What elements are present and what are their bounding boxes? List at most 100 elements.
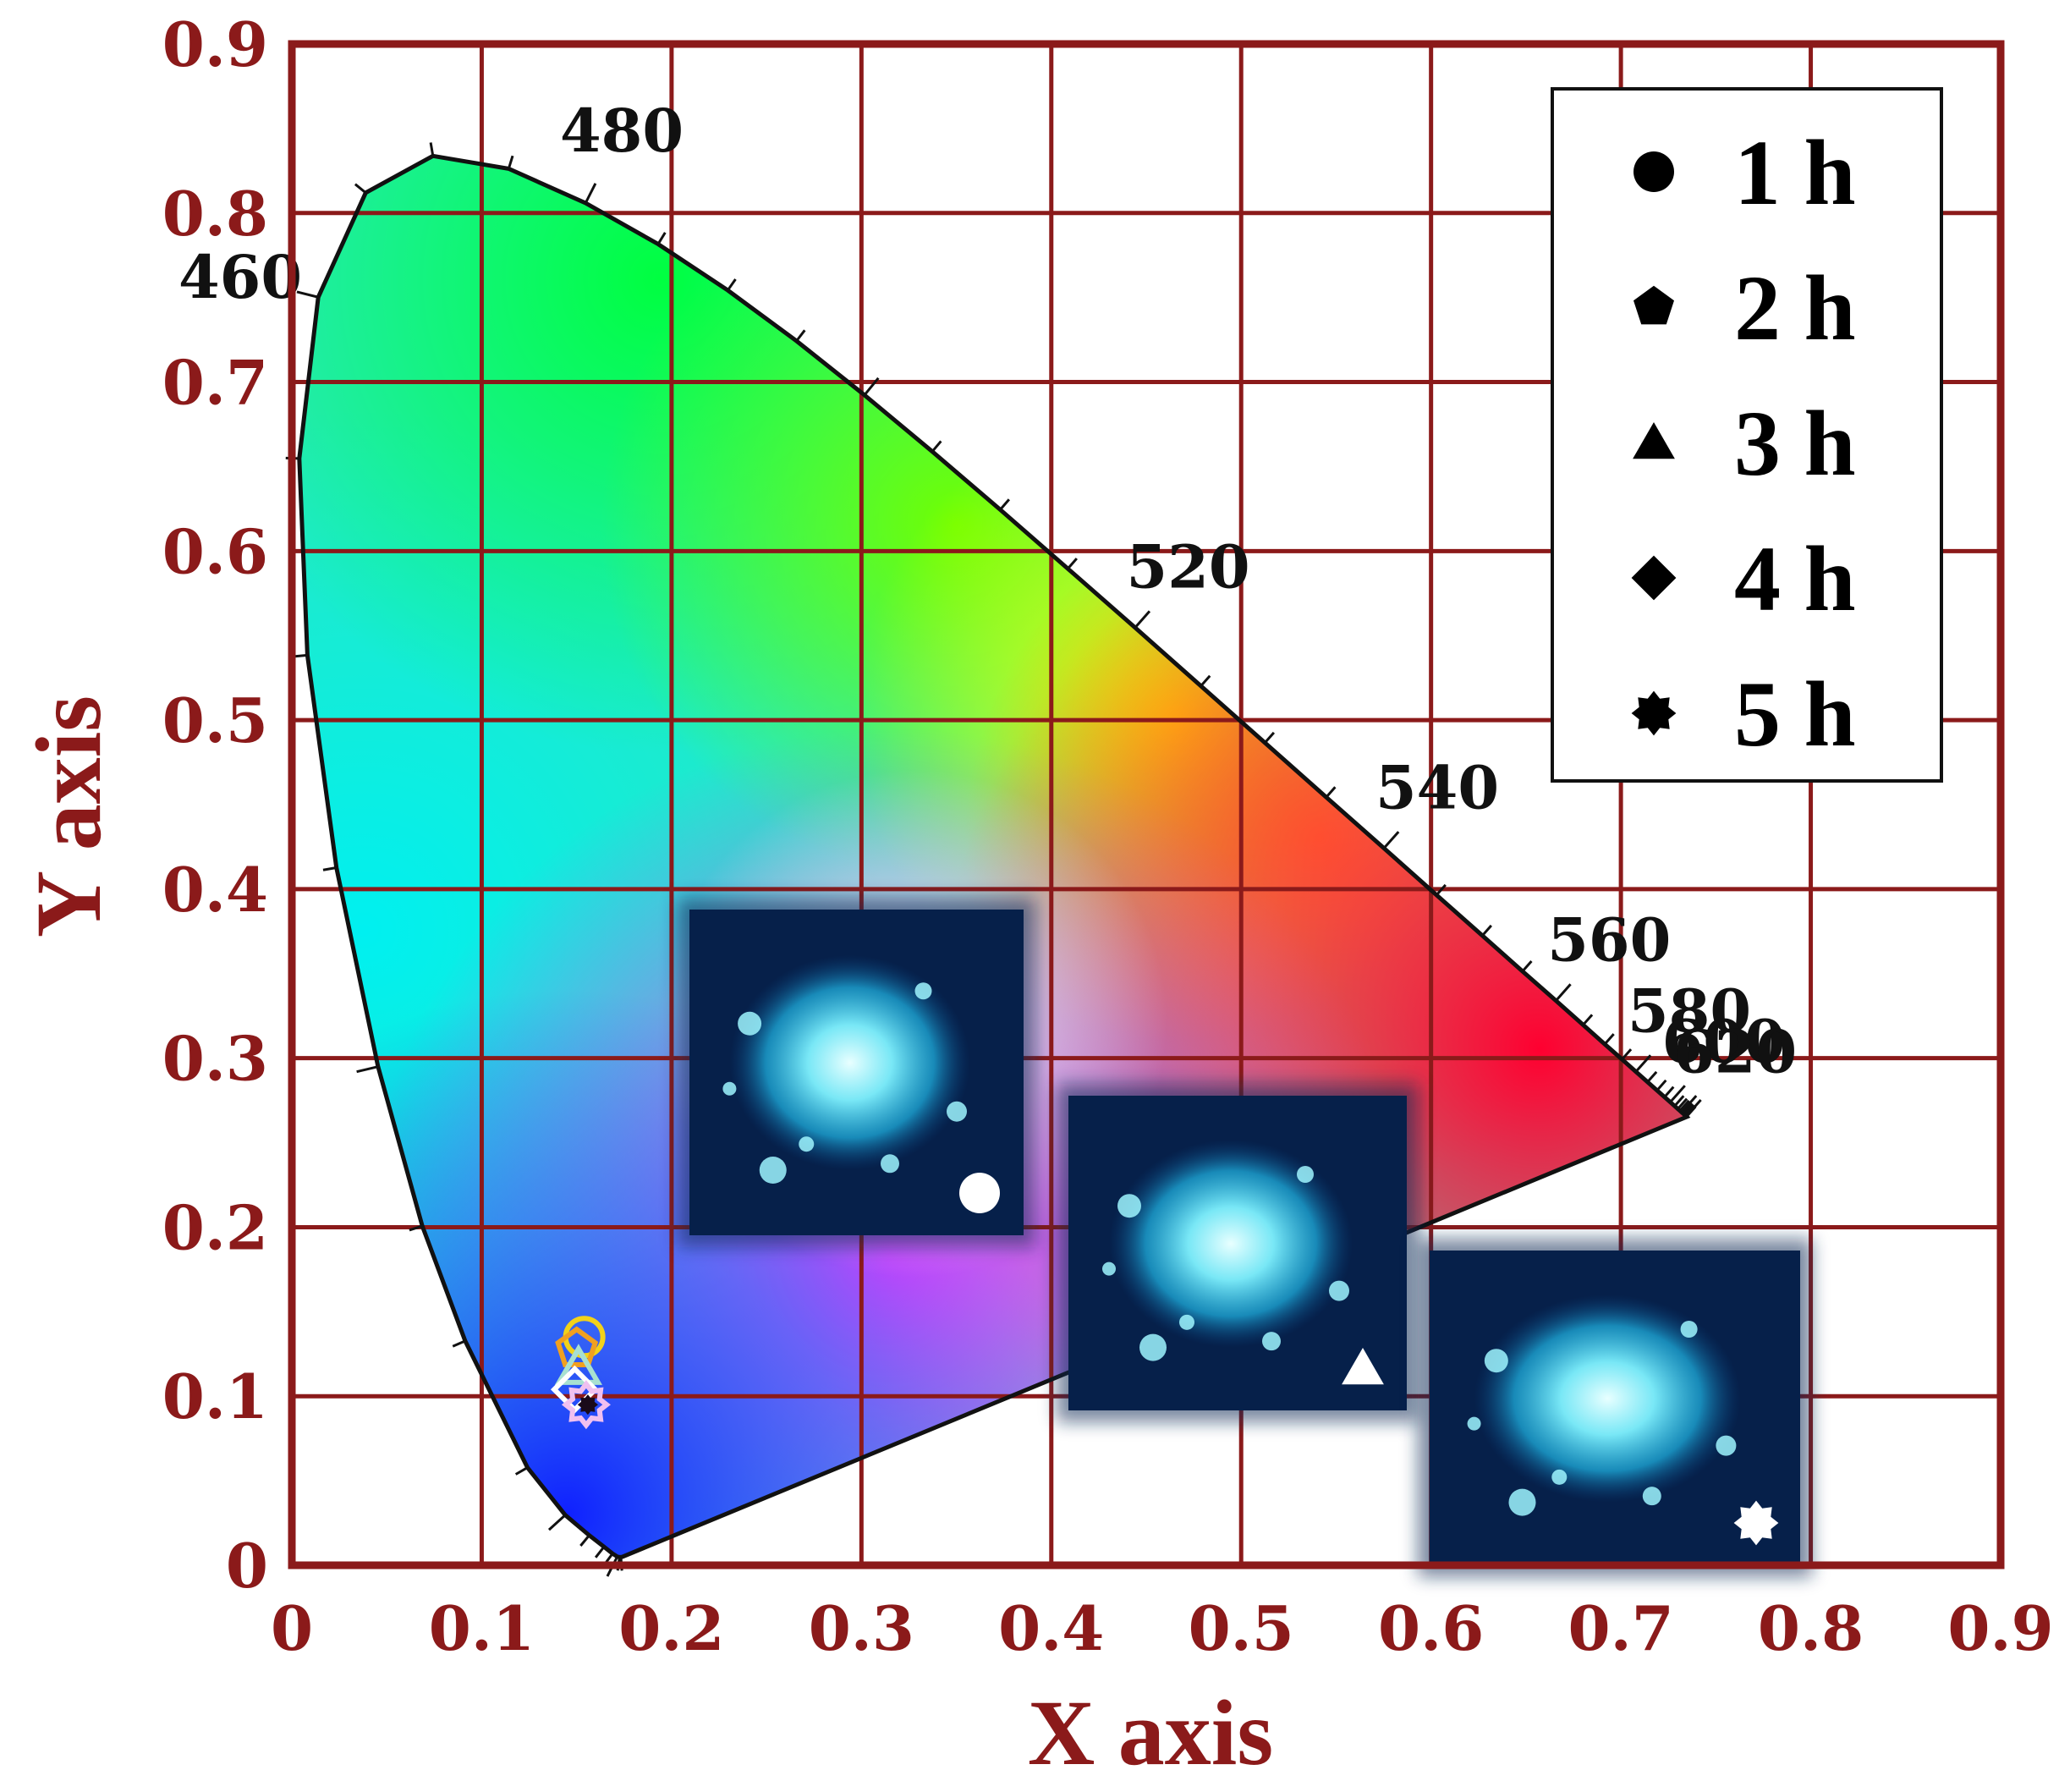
wavelength-label: 580 bbox=[1628, 976, 1751, 1047]
locus-tick bbox=[594, 1546, 606, 1558]
data-point bbox=[555, 1326, 599, 1367]
y-tick-label: 0 bbox=[226, 1530, 268, 1602]
locus-tick bbox=[999, 498, 1010, 511]
locus-tick bbox=[1325, 786, 1337, 799]
locus-tick bbox=[1521, 959, 1533, 972]
powder-speck bbox=[738, 1011, 762, 1036]
powder-glow bbox=[1474, 1295, 1741, 1503]
locus-tick bbox=[584, 183, 597, 204]
x-tick-label: 0.8 bbox=[1758, 1592, 1864, 1664]
legend-marker bbox=[1633, 422, 1675, 459]
legend-label: 4 h bbox=[1734, 527, 1856, 630]
y-tick-label: 0.3 bbox=[162, 1023, 268, 1095]
locus-tick bbox=[1134, 610, 1151, 629]
powder-speck bbox=[881, 1154, 899, 1174]
x-tick-label: 0.5 bbox=[1189, 1592, 1294, 1664]
locus-tick bbox=[296, 290, 319, 299]
locus-tick bbox=[1685, 1105, 1697, 1118]
inset-marker bbox=[1733, 1500, 1779, 1546]
powder-speck bbox=[759, 1157, 787, 1184]
powder-speck bbox=[799, 1136, 815, 1152]
locus-tick bbox=[547, 1514, 567, 1531]
legend-label: 5 h bbox=[1734, 662, 1856, 766]
locus-tick bbox=[795, 329, 806, 342]
powder-speck bbox=[1508, 1488, 1536, 1516]
powder-glow bbox=[729, 954, 970, 1170]
photo-inset bbox=[1418, 1239, 1812, 1577]
locus-tick bbox=[1680, 1095, 1698, 1113]
wavelength-label: 600 bbox=[1662, 1007, 1786, 1077]
powder-speck bbox=[1484, 1349, 1508, 1373]
legend-marker bbox=[1633, 151, 1674, 192]
data-point bbox=[561, 1380, 611, 1430]
data-point bbox=[554, 1344, 603, 1385]
locus-tick bbox=[1582, 1014, 1594, 1026]
x-tick-label: 0.9 bbox=[1947, 1592, 2053, 1664]
legend-marker bbox=[1633, 285, 1674, 325]
y-tick-label: 0.5 bbox=[162, 684, 268, 756]
locus-tick bbox=[409, 1224, 423, 1232]
photo-inset bbox=[678, 898, 1035, 1247]
locus-tick bbox=[356, 1065, 379, 1074]
plot-frame bbox=[288, 40, 2005, 1569]
locus-tick bbox=[1682, 1102, 1694, 1114]
legend-label: 3 h bbox=[1734, 392, 1856, 495]
locus-tick bbox=[1621, 1048, 1633, 1061]
y-tick-label: 0.1 bbox=[162, 1360, 268, 1432]
wavelength-label: 560 bbox=[1547, 905, 1671, 976]
wavelength-label: 460 bbox=[178, 242, 302, 312]
powder-speck bbox=[1716, 1435, 1737, 1456]
powder-speck bbox=[947, 1101, 967, 1122]
locus-tick bbox=[1555, 983, 1572, 1002]
data-points bbox=[550, 1316, 611, 1430]
locus-tick bbox=[1683, 1103, 1694, 1116]
legend-label: 2 h bbox=[1734, 256, 1856, 360]
data-point-center bbox=[577, 1394, 598, 1415]
powder-speck bbox=[1117, 1194, 1141, 1218]
photo-inset bbox=[1057, 1084, 1419, 1422]
locus-tick bbox=[452, 1339, 466, 1348]
locus-tick bbox=[1436, 883, 1447, 896]
y-axis-title: Y axis bbox=[17, 695, 120, 937]
y-tick-label: 0.9 bbox=[162, 8, 268, 80]
wavelength-label: 480 bbox=[560, 96, 684, 166]
x-tick-labels: 0 0.1 0.2 0.3 0.4 0.5 0.6 0.7 0.8 0.9 bbox=[271, 1592, 2054, 1664]
locus-tick bbox=[322, 866, 337, 871]
x-tick-label: 0.3 bbox=[809, 1592, 914, 1664]
locus-tick bbox=[429, 142, 435, 157]
powder-speck bbox=[1467, 1416, 1481, 1431]
wavelength-label: 540 bbox=[1375, 752, 1499, 822]
photo-insets bbox=[678, 898, 1812, 1577]
locus-tick bbox=[294, 653, 308, 658]
x-tick-label: 0 bbox=[271, 1592, 313, 1664]
legend: 1 h 2 h 3 h 4 h 5 h bbox=[1551, 87, 1943, 783]
powder-speck bbox=[1102, 1262, 1116, 1276]
x-tick-label: 0.2 bbox=[618, 1592, 724, 1664]
locus-tick bbox=[514, 1466, 529, 1476]
locus-tick bbox=[1646, 1070, 1658, 1083]
y-tick-label: 0.2 bbox=[162, 1191, 268, 1263]
locus-tick bbox=[1669, 1085, 1686, 1103]
x-tick-label: 0.4 bbox=[998, 1592, 1104, 1664]
powder-speck bbox=[914, 982, 932, 1000]
powder-speck bbox=[1551, 1469, 1568, 1485]
locus-tick bbox=[1481, 924, 1493, 937]
powder-speck bbox=[1262, 1332, 1281, 1351]
y-tick-labels: 0 0.1 0.2 0.3 0.4 0.5 0.6 0.7 0.8 0.9 bbox=[162, 8, 268, 1602]
wavelength-label: 520 bbox=[1127, 532, 1250, 602]
inset-marker bbox=[959, 1173, 1000, 1213]
y-tick-label: 0.6 bbox=[162, 515, 268, 587]
inset-marker bbox=[1342, 1348, 1384, 1385]
locus-tick bbox=[931, 440, 942, 453]
locus-tick bbox=[1603, 1033, 1615, 1046]
locus-tick bbox=[354, 183, 367, 194]
locus-tick bbox=[727, 278, 737, 291]
locus-tick bbox=[1382, 831, 1400, 849]
locus-tick bbox=[579, 1534, 590, 1547]
powder-speck bbox=[1179, 1314, 1194, 1330]
x-axis-title: X axis bbox=[1028, 1681, 1273, 1784]
locus-tick bbox=[1067, 558, 1078, 570]
legend-marker bbox=[1631, 690, 1677, 736]
